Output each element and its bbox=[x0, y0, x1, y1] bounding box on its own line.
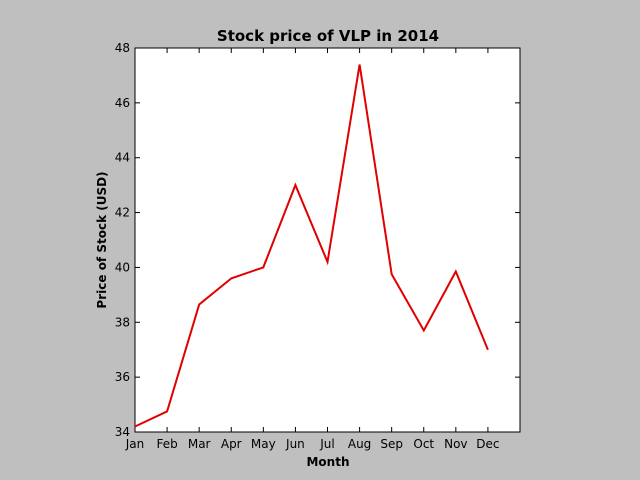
x-tick-label: Sep bbox=[380, 437, 403, 451]
x-ticks: Jan Feb Mar Apr May Jun Jul Aug Sep Oct Nov Dec bbox=[125, 48, 500, 451]
x-tick-label: Aug bbox=[348, 437, 371, 451]
y-tick-label: 34 bbox=[115, 425, 130, 439]
x-axis-label: Month bbox=[306, 455, 349, 469]
y-tick-label: 44 bbox=[115, 151, 130, 165]
x-tick-label: Jan bbox=[125, 437, 145, 451]
y-ticks: 34 36 38 40 42 44 46 48 bbox=[115, 41, 520, 439]
plot-area bbox=[134, 47, 521, 433]
x-tick-label: Nov bbox=[444, 437, 467, 451]
x-tick-label: May bbox=[251, 437, 276, 451]
series-line bbox=[134, 64, 489, 428]
y-tick-label: 42 bbox=[115, 206, 130, 220]
series-group bbox=[134, 64, 489, 428]
y-axis-label: Price of Stock (USD) bbox=[95, 171, 109, 308]
x-tick-label: Feb bbox=[156, 437, 177, 451]
y-tick-label: 46 bbox=[115, 96, 130, 110]
x-tick-label: Apr bbox=[221, 437, 242, 451]
y-tick-label: 38 bbox=[115, 315, 130, 329]
x-tick-label: Dec bbox=[476, 437, 499, 451]
chart-title: Stock price of VLP in 2014 bbox=[217, 27, 439, 45]
x-tick-label: Jul bbox=[319, 437, 334, 451]
x-tick-label: Oct bbox=[413, 437, 434, 451]
x-tick-label: Jun bbox=[285, 437, 305, 451]
y-tick-label: 36 bbox=[115, 370, 130, 384]
x-tick-label: Mar bbox=[188, 437, 211, 451]
y-tick-label: 40 bbox=[115, 260, 130, 274]
y-tick-label: 48 bbox=[115, 41, 130, 55]
